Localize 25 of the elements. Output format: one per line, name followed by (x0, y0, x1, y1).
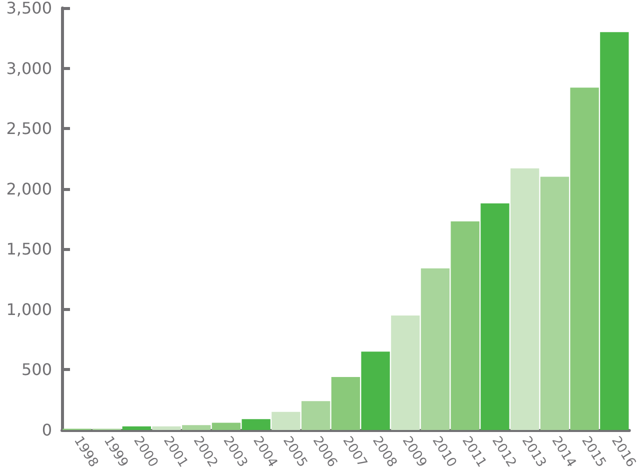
bar (510, 168, 540, 430)
bar (182, 425, 211, 430)
y-tick-label: 3,000 (6, 58, 52, 78)
y-tick-label: 3,500 (6, 0, 52, 18)
bar (450, 221, 480, 430)
bar (122, 426, 151, 430)
bar (242, 419, 270, 430)
bar (570, 88, 599, 430)
bar (540, 176, 570, 430)
bar (420, 268, 450, 430)
y-tick-label: 1,500 (6, 240, 52, 259)
bar (361, 352, 390, 430)
bar (301, 401, 330, 430)
bar (391, 315, 420, 430)
bar (480, 203, 510, 430)
bar (331, 376, 360, 430)
y-tick-label: 0 (42, 420, 52, 440)
bar (272, 412, 300, 430)
y-tick-label: 2,000 (6, 179, 52, 198)
y-tick-label: 500 (21, 360, 52, 380)
y-tick-label: 1,000 (6, 300, 52, 319)
bar (212, 422, 241, 430)
bar (600, 32, 629, 430)
bar (152, 426, 181, 430)
y-tick-label: 2,500 (6, 119, 52, 138)
